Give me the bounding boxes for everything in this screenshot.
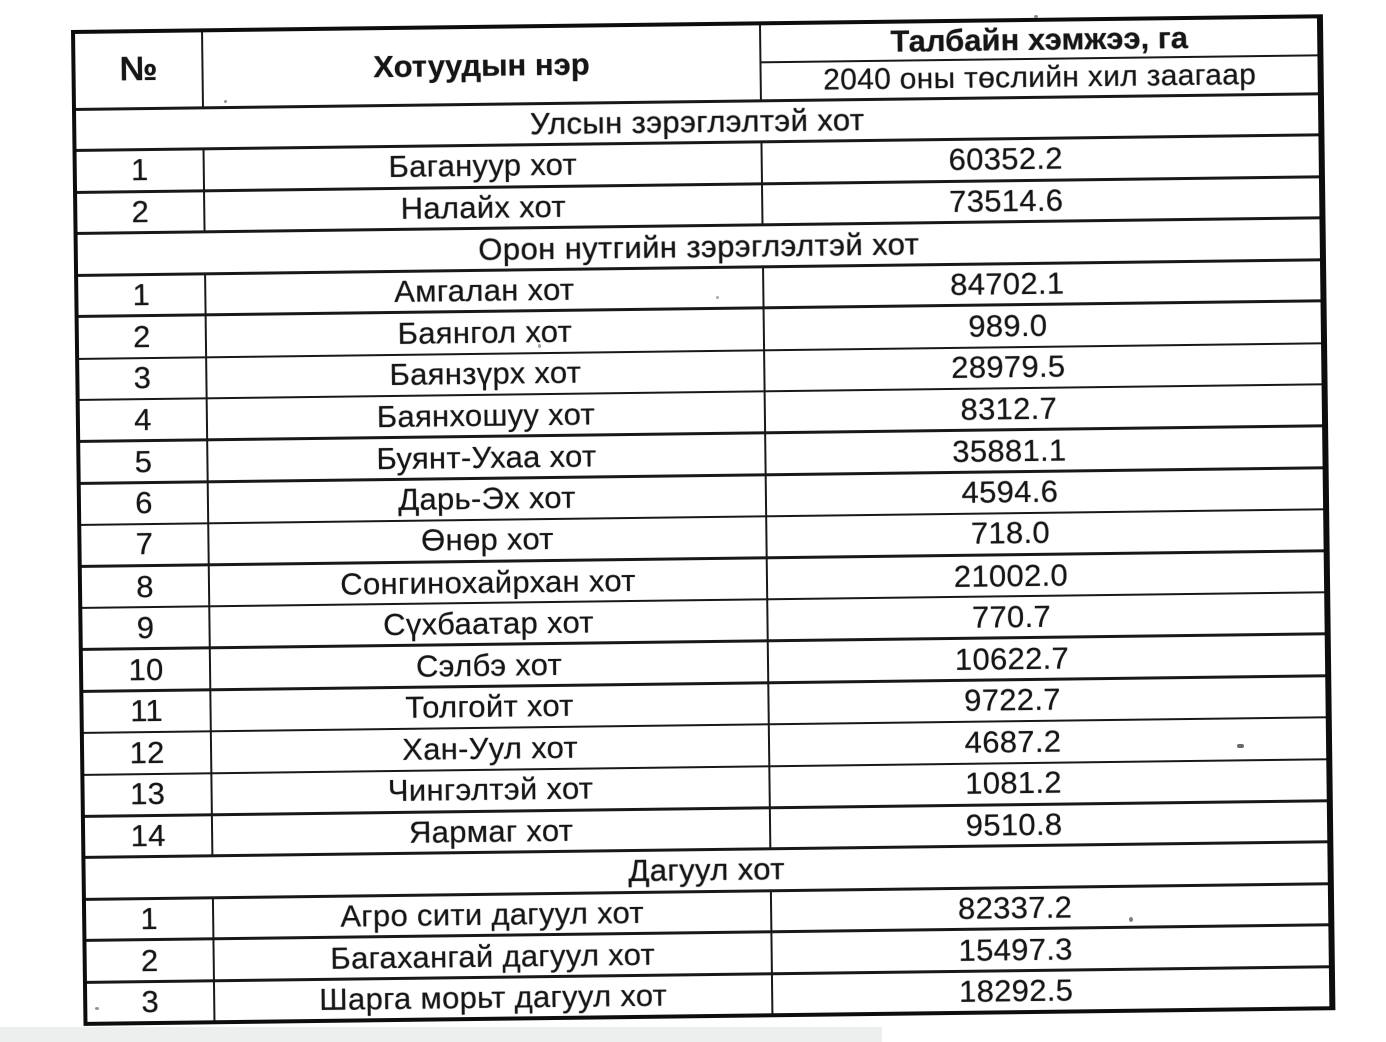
area-value: 989.0 bbox=[763, 301, 1325, 350]
row-number: 10 bbox=[80, 648, 211, 692]
city-area-table: № Хотуудын нэр Талбайн хэмжээ, га 2040 о… bbox=[71, 14, 1336, 1026]
city-name: Амгалан хот bbox=[205, 266, 764, 316]
city-name: Баянхошуу хот bbox=[206, 391, 766, 441]
scan-noise bbox=[224, 100, 227, 103]
area-value: 28979.5 bbox=[764, 342, 1325, 392]
area-value: 4594.6 bbox=[765, 467, 1327, 517]
city-name: Сэлбэ хот bbox=[209, 641, 769, 690]
scan-noise bbox=[538, 344, 541, 348]
area-value: 21002.0 bbox=[766, 550, 1328, 600]
city-name: Налайх хот bbox=[204, 183, 763, 233]
row-number: 2 bbox=[75, 190, 205, 234]
scan-noise bbox=[95, 1007, 99, 1010]
city-name: Багахангай дагуул хот bbox=[213, 932, 772, 981]
table-body: Улсын зэрэглэлтэй хот 1 Багануур хот 60352.… bbox=[73, 93, 1333, 1024]
area-value: 8312.7 bbox=[764, 384, 1326, 434]
scan-noise bbox=[1034, 15, 1038, 18]
area-value: 35881.1 bbox=[765, 426, 1326, 475]
row-number: 1 bbox=[83, 897, 214, 941]
area-value: 82337.2 bbox=[770, 883, 1332, 933]
area-value: 1081.2 bbox=[769, 758, 1330, 808]
scan-noise bbox=[1237, 744, 1244, 748]
row-number: 12 bbox=[81, 731, 212, 775]
row-number: 1 bbox=[74, 148, 205, 193]
row-number: 13 bbox=[82, 772, 212, 817]
scan-noise bbox=[716, 296, 719, 299]
city-name: Сонгинохайрхан хот bbox=[208, 557, 768, 607]
row-number: 5 bbox=[78, 440, 208, 484]
area-value: 15497.3 bbox=[771, 925, 1332, 974]
city-name: Толгойт хот bbox=[210, 682, 769, 732]
row-number: 14 bbox=[82, 814, 213, 858]
column-header-city-name: Хотуудын нэр bbox=[202, 23, 761, 108]
area-value: 9510.8 bbox=[769, 800, 1331, 849]
scan-noise bbox=[1129, 917, 1133, 922]
area-value: 18292.5 bbox=[771, 966, 1333, 1016]
area-value: 73514.6 bbox=[761, 176, 1323, 226]
area-value: 718.0 bbox=[766, 509, 1327, 558]
row-number: 8 bbox=[79, 564, 210, 609]
area-value: 60352.2 bbox=[761, 134, 1322, 184]
row-number: 3 bbox=[77, 356, 207, 401]
area-value: 770.7 bbox=[767, 592, 1328, 642]
area-value: 4687.2 bbox=[768, 717, 1330, 766]
city-name: Өнөр хот bbox=[208, 516, 767, 565]
row-number: 1 bbox=[76, 273, 206, 317]
city-name: Баянзүрх хот bbox=[206, 349, 765, 399]
row-number: 2 bbox=[84, 939, 214, 983]
area-value: 9722.7 bbox=[768, 675, 1329, 725]
row-number: 9 bbox=[80, 606, 210, 650]
scanner-edge-shadow bbox=[0, 1027, 882, 1042]
area-value: 10622.7 bbox=[767, 633, 1329, 683]
city-name: Багануур хот bbox=[203, 141, 762, 191]
city-name: Буянт-Ухаа хот bbox=[207, 433, 766, 482]
row-number: 11 bbox=[81, 689, 211, 733]
city-name: Хан-Уул хот bbox=[210, 724, 770, 773]
column-header-number: № bbox=[73, 30, 203, 109]
city-name: Чингэлтэй хот bbox=[211, 765, 770, 815]
city-name: Баянгол хот bbox=[205, 308, 765, 357]
row-number: 6 bbox=[78, 481, 209, 525]
area-value: 84702.1 bbox=[763, 259, 1324, 309]
row-number: 4 bbox=[77, 398, 208, 442]
row-number: 3 bbox=[84, 980, 215, 1024]
area-table: № Хотуудын нэр Талбайн хэмжээ, га 2040 о… bbox=[71, 14, 1336, 1026]
city-name: Шарга морьт дагуул хот bbox=[213, 973, 773, 1023]
city-name: Яармаг хот bbox=[211, 807, 771, 856]
city-name: Дарь-Эх хот bbox=[207, 474, 767, 524]
city-name: Агро сити дагуул хот bbox=[212, 890, 772, 940]
row-number: 7 bbox=[79, 523, 209, 567]
row-number: 2 bbox=[76, 315, 207, 359]
city-name: Сүхбаатар хот bbox=[209, 599, 768, 649]
